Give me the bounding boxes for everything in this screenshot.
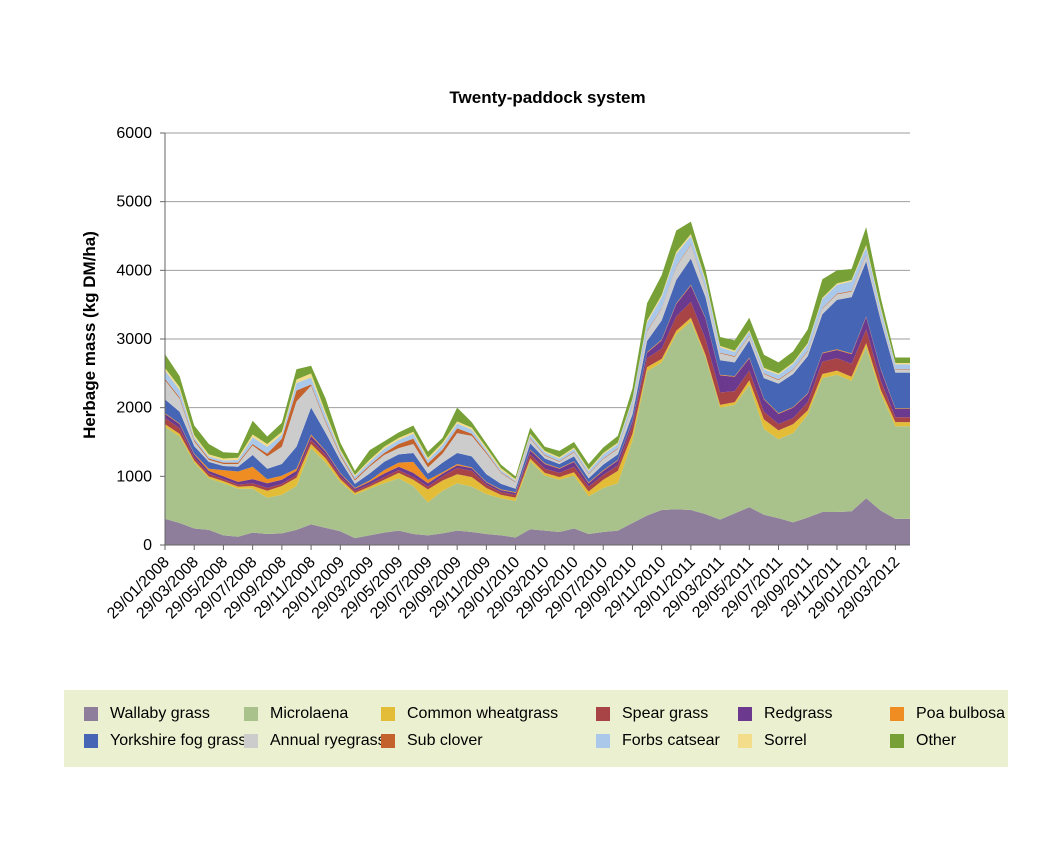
legend-swatch <box>596 734 610 748</box>
legend-label: Other <box>916 732 957 749</box>
legend-item: Sorrel <box>738 732 807 750</box>
legend-label: Annual ryegrass <box>270 732 386 749</box>
legend-label: Yorkshire fog grass <box>110 732 247 749</box>
legend-item: Annual ryegrass <box>244 732 386 750</box>
legend-item: Common wheatgrass <box>381 705 558 723</box>
x-tick-labels: 29/01/200829/03/200829/05/200829/07/2008… <box>104 545 903 622</box>
area-poa-bulbosa <box>165 284 910 493</box>
legend-swatch <box>381 707 395 721</box>
y-tick-labels: 0 1000 2000 3000 4000 5000 6000 <box>116 125 165 554</box>
area-wallaby-grass <box>165 498 910 545</box>
chart-title: Twenty-paddock system <box>449 88 646 107</box>
legend-item: Wallaby grass <box>84 705 210 723</box>
y-tick-label: 4000 <box>116 262 152 279</box>
legend-label: Wallaby grass <box>110 705 210 722</box>
legend-label: Spear grass <box>622 705 709 722</box>
legend-swatch <box>244 734 258 748</box>
y-tick-label: 5000 <box>116 194 152 211</box>
legend-swatch <box>84 707 98 721</box>
area-other <box>165 221 910 480</box>
legend-label: Forbs catsear <box>622 732 720 749</box>
legend: Wallaby grass Microlaena Common wheatgrass… <box>64 690 1008 767</box>
legend-swatch <box>738 707 752 721</box>
legend-item: Poa bulbosa <box>890 705 1005 723</box>
y-tick-label: 2000 <box>116 400 152 417</box>
plot-area: 0 1000 2000 3000 4000 5000 6000 29/01/200829/0… <box>104 125 910 622</box>
area-sorrel <box>165 233 910 481</box>
legend-swatch <box>890 734 904 748</box>
stacked-areas <box>165 221 910 545</box>
legend-label: Poa bulbosa <box>916 705 1005 722</box>
y-tick-label: 0 <box>143 537 152 554</box>
legend-item: Sub clover <box>381 732 483 750</box>
legend-item: Forbs catsear <box>596 732 720 750</box>
legend-item: Other <box>890 732 956 750</box>
area-annual-ryegrass <box>165 244 910 489</box>
legend-swatch <box>596 707 610 721</box>
legend-item: Yorkshire fog grass <box>84 732 246 750</box>
legend-swatch <box>381 734 395 748</box>
legend-swatch <box>738 734 752 748</box>
legend-label: Sorrel <box>764 732 807 749</box>
legend-item: Redgrass <box>738 705 832 723</box>
legend-item: Spear grass <box>596 705 708 723</box>
y-tick-label: 6000 <box>116 125 152 142</box>
y-tick-label: 3000 <box>116 331 152 348</box>
legend-swatch <box>84 734 98 748</box>
legend-label: Redgrass <box>764 705 833 722</box>
legend-item: Microlaena <box>244 705 348 723</box>
y-tick-label: 1000 <box>116 468 152 485</box>
area-microlaena <box>165 321 910 539</box>
legend-label: Sub clover <box>407 732 483 749</box>
area-yorkshire-fog-grass <box>165 258 910 493</box>
legend-label: Common wheatgrass <box>407 705 559 722</box>
legend-swatch <box>890 707 904 721</box>
legend-label: Microlaena <box>270 705 349 722</box>
legend-swatch <box>244 707 258 721</box>
